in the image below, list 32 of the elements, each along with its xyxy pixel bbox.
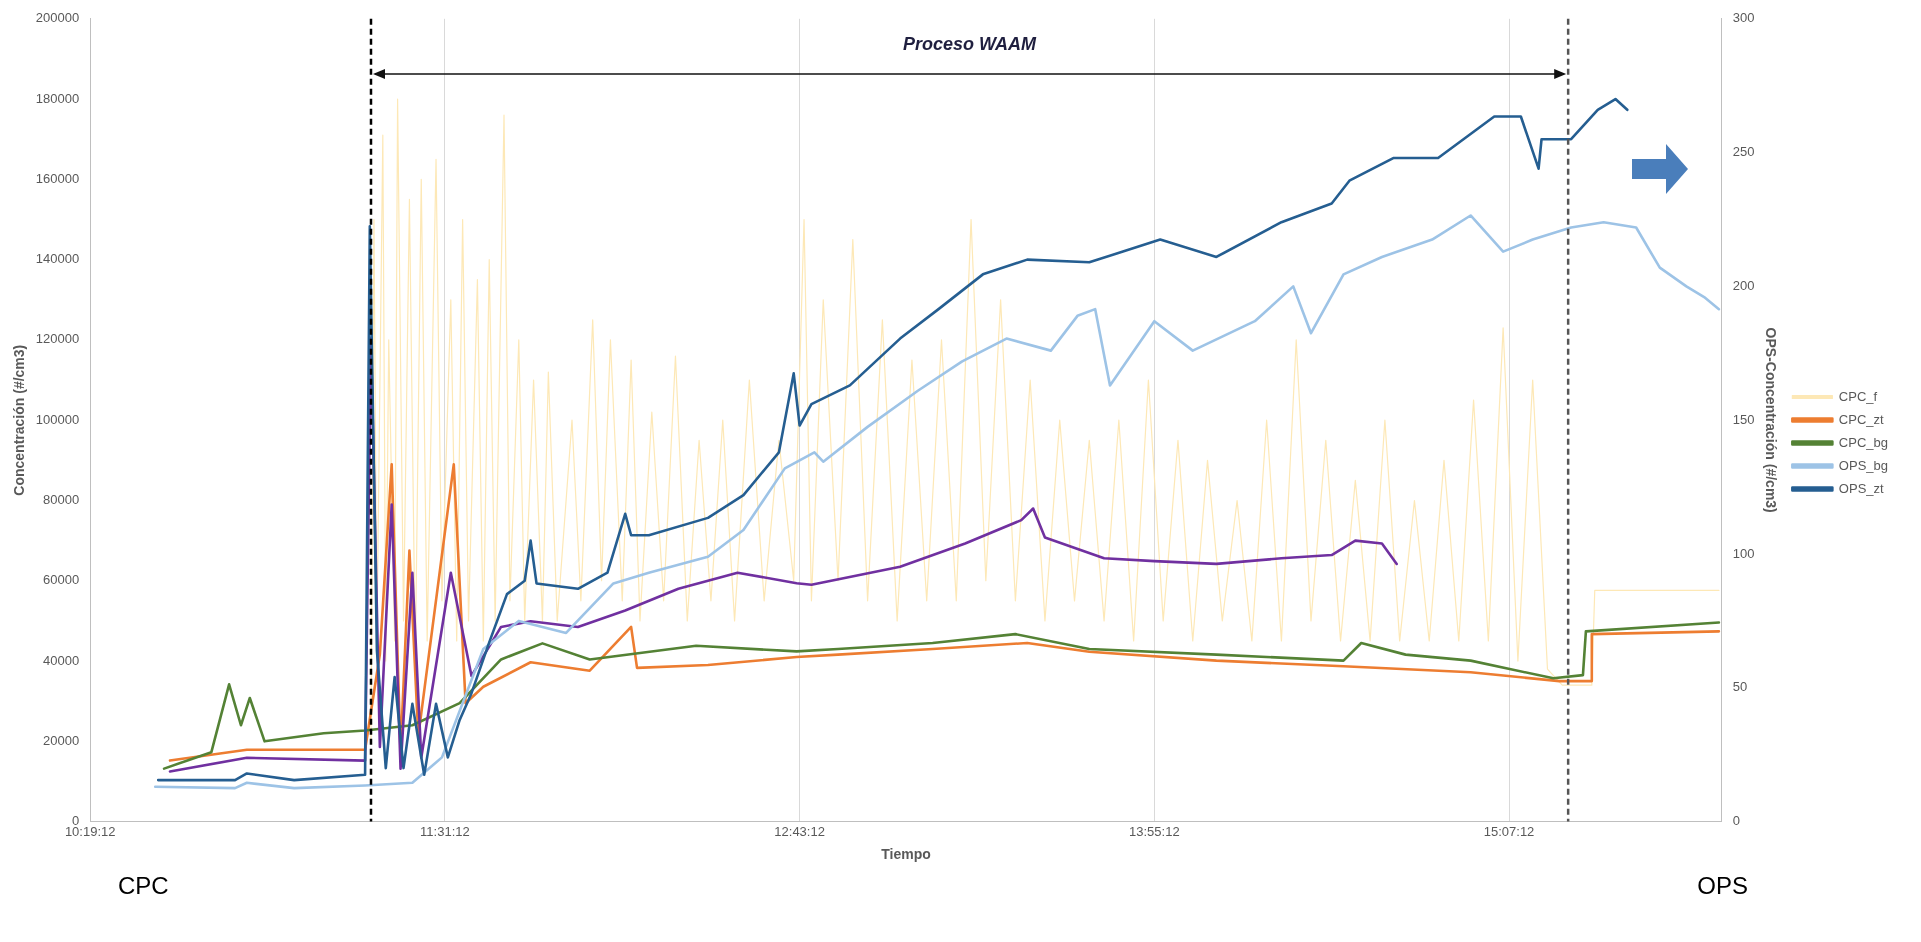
y-axis-title: Concentración (#/cm3) [11,344,28,496]
y2-tick-label: 100 [1732,545,1755,561]
y-tick-label: 20000 [43,732,80,748]
y2-tick-label: 50 [1732,679,1748,695]
legend-label: CPC_f [1838,388,1878,404]
text: OPS [1697,872,1748,900]
legend-label: OPS_zt [1838,480,1885,496]
text: CPC [118,872,169,900]
y2-tick-label: 200 [1732,277,1755,293]
y2-tick-label: 150 [1732,411,1755,427]
y-tick-label: 180000 [35,90,80,106]
x-tick-label: 11:31:12 [420,823,470,839]
y-tick-label: 60000 [43,572,80,588]
y-tick-label: 80000 [43,492,80,508]
y2-tick-label: 250 [1732,144,1755,160]
annotation: Proceso WAAM [902,33,1038,55]
legend-label: CPC_zt [1838,411,1885,427]
y-tick-label: 160000 [35,170,80,186]
x-tick-label: 13:55:12 [1129,823,1180,839]
legend-label: OPS_bg [1838,457,1889,473]
x-axis-title: Tiempo [881,846,931,863]
x-tick-label: 15:07:12 [1483,823,1535,839]
y-tick-label: 40000 [43,652,80,668]
y-tick-label: 100000 [35,411,80,427]
y2-tick-label: 0 [1732,813,1741,829]
y-tick-label: 140000 [35,251,80,267]
y-tick-label: 120000 [35,331,80,347]
y-tick-label: 200000 [35,10,80,26]
legend-label: CPC_bg [1838,434,1888,450]
y2-tick-label: 300 [1732,10,1755,26]
y2-axis-title: OPS-Concentración (#/cm3) [1763,327,1780,513]
x-tick-label: 12:43:12 [774,823,825,839]
